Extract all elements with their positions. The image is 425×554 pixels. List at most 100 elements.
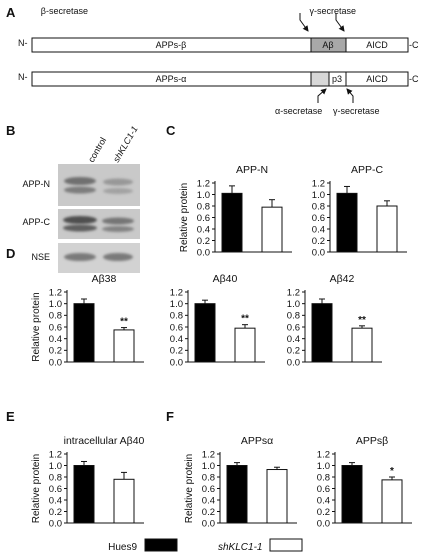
- bottom-label-gamma-secretase: γ-secretase: [333, 106, 380, 116]
- legend-swatch-shklc1: [269, 538, 303, 552]
- bar-hues9: [311, 303, 333, 363]
- chart-title: APP-N: [236, 164, 268, 176]
- y-tick-label: 0.4: [49, 495, 62, 506]
- significance-marker: *: [390, 466, 394, 477]
- segment-aicd-2: [345, 71, 409, 87]
- y-tick-label: 0.0: [197, 247, 210, 258]
- y-tick-label: 0.8: [49, 472, 62, 483]
- y-axis-label: Relative protein: [31, 454, 42, 523]
- y-tick-label: 0.8: [197, 201, 210, 212]
- top-label-beta-secretase: β-secretase: [41, 6, 88, 16]
- y-tick-label: 0.0: [170, 357, 183, 368]
- blot-app-n: [58, 164, 140, 206]
- y-tick-label: 0.4: [202, 495, 215, 506]
- y-tick-label: 1.2: [49, 449, 62, 460]
- chart-title: intracellular Aβ40: [64, 435, 145, 447]
- label-apps-alpha: APPs-α: [156, 74, 187, 84]
- y-tick-label: 0.2: [202, 507, 215, 518]
- y-tick-label: 0.6: [197, 213, 210, 224]
- y-tick-label: 0.6: [49, 322, 62, 333]
- app-processing-diagram: β-secretase γ-secretase N- APPs-β Aβ AIC…: [18, 6, 419, 116]
- row2-c-terminus: -C: [409, 74, 419, 84]
- y-axis-label: Relative protein: [179, 183, 190, 252]
- y-tick-label: 0.8: [287, 311, 300, 322]
- row1-c-terminus: -C: [409, 40, 419, 50]
- y-tick-label: 1.0: [170, 299, 183, 310]
- y-tick-label: 0.6: [170, 322, 183, 333]
- row-label-app-n: APP-N: [22, 179, 50, 189]
- y-tick-label: 1.0: [202, 461, 215, 472]
- bar-hues9: [341, 465, 363, 524]
- legend: Hues9 shKLC1-1: [108, 538, 303, 553]
- y-tick-label: 1.0: [312, 190, 325, 201]
- chart-title: Aβ38: [92, 273, 117, 285]
- y-tick-label: 1.2: [49, 287, 62, 298]
- chart-7: 0.00.20.40.60.81.01.2 APPsα Relative prote…: [184, 435, 297, 529]
- y-tick-label: 0.4: [317, 495, 330, 506]
- y-axis-label: Relative protein: [184, 454, 195, 523]
- y-tick-label: 0.8: [49, 311, 62, 322]
- bar-shklc1: [234, 327, 256, 363]
- bottom-label-alpha-secretase: α-secretase: [275, 106, 322, 116]
- y-tick-label: 0.6: [49, 484, 62, 495]
- y-tick-label: 0.6: [202, 484, 215, 495]
- y-tick-label: 0.0: [49, 357, 62, 368]
- bar-hues9: [194, 303, 216, 363]
- bar-hues9: [73, 303, 95, 363]
- y-tick-label: 1.2: [312, 178, 325, 189]
- y-tick-label: 1.0: [49, 299, 62, 310]
- y-tick-label: 0.4: [312, 224, 325, 235]
- bar-hues9: [226, 465, 248, 524]
- y-tick-label: 0.8: [170, 311, 183, 322]
- y-tick-label: 0.0: [49, 518, 62, 529]
- row-label-app-c: APP-C: [22, 217, 50, 227]
- y-tick-label: 0.6: [312, 213, 325, 224]
- chart-title: Aβ42: [330, 273, 355, 285]
- lane-label-control: control: [86, 136, 108, 164]
- gamma-secretase-arrow-top: [335, 13, 345, 32]
- bar-hues9: [221, 192, 243, 253]
- y-tick-label: 0.4: [170, 334, 183, 345]
- panel-letter-d: D: [6, 246, 15, 261]
- western-blot: control shKLC1-1 APP-N APP-C NSE: [22, 124, 140, 273]
- chart-1: 0.00.20.40.60.81.01.2 APP-N Relative prote…: [179, 164, 292, 258]
- chart-title: APP-C: [351, 164, 384, 176]
- y-tick-label: 1.2: [197, 178, 210, 189]
- chart-4: 0.00.20.40.60.81.01.2 ** Aβ40: [170, 273, 265, 368]
- y-tick-label: 0.2: [317, 507, 330, 518]
- panel-letter-b: B: [6, 123, 15, 138]
- y-tick-label: 0.0: [317, 518, 330, 529]
- y-tick-label: 1.2: [287, 287, 300, 298]
- y-tick-label: 0.2: [170, 346, 183, 357]
- lane-label-shklc1: shKLC1-1: [111, 124, 140, 164]
- beta-secretase-arrow: [299, 13, 309, 32]
- y-tick-label: 1.2: [317, 449, 330, 460]
- top-label-gamma-secretase: γ-secretase: [309, 6, 356, 16]
- significance-marker: **: [120, 317, 128, 328]
- y-tick-label: 1.0: [317, 461, 330, 472]
- bar-shklc1: [376, 205, 398, 253]
- y-tick-label: 0.4: [49, 334, 62, 345]
- y-tick-label: 0.0: [312, 247, 325, 258]
- y-tick-label: 1.0: [197, 190, 210, 201]
- panel-letter-f: F: [166, 409, 174, 424]
- legend-label-hues9: Hues9: [108, 542, 137, 553]
- label-abeta: Aβ: [322, 40, 333, 50]
- row2-n-terminus: N-: [18, 72, 28, 82]
- segment-alpha-stub: [310, 71, 330, 87]
- bar-shklc1: [113, 478, 135, 524]
- blot-nse: [58, 243, 140, 273]
- gamma-secretase-arrow-bottom: [346, 88, 354, 103]
- significance-marker: **: [241, 314, 249, 325]
- chart-title: APPsβ: [356, 435, 388, 447]
- y-tick-label: 0.0: [202, 518, 215, 529]
- y-tick-label: 1.2: [202, 449, 215, 460]
- chart-title: Aβ40: [213, 273, 238, 285]
- bar-shklc1: [113, 329, 135, 363]
- panel-letter-a: A: [6, 5, 16, 20]
- chart-2: 0.00.20.40.60.81.01.2 APP-C: [312, 164, 407, 258]
- label-p3: p3: [332, 74, 342, 84]
- significance-marker: **: [358, 315, 366, 326]
